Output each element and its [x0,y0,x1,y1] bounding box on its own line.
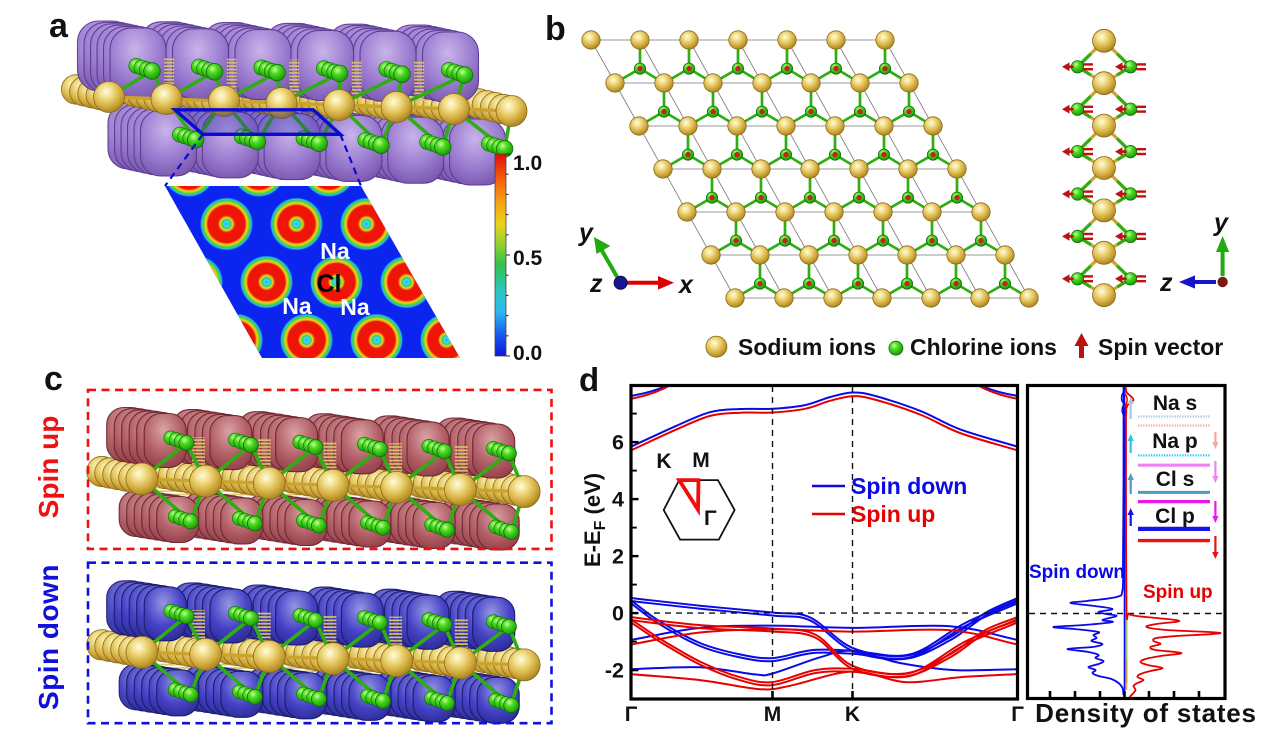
svg-text:Sodium ions: Sodium ions [738,334,876,360]
svg-text:1.0: 1.0 [513,152,542,175]
svg-text:Na: Na [282,293,312,319]
svg-text:a: a [49,7,69,45]
svg-text:K: K [656,450,671,473]
svg-text:b: b [545,10,566,48]
svg-text:Γ: Γ [1011,703,1024,726]
svg-text:Cl p: Cl p [1155,505,1195,528]
svg-text:0.5: 0.5 [513,247,543,270]
svg-text:z: z [589,270,603,298]
svg-text:Γ: Γ [625,703,638,726]
svg-text:z: z [1159,269,1173,297]
svg-text:d: d [579,361,599,398]
svg-text:Na: Na [320,238,350,264]
svg-text:Spin down: Spin down [1029,562,1125,583]
svg-text:Na s: Na s [1153,392,1197,415]
svg-text:Na p: Na p [1152,430,1198,453]
svg-text:6: 6 [612,431,624,455]
svg-text:Spin up: Spin up [851,501,935,527]
svg-text:y: y [1212,209,1229,237]
svg-text:x: x [677,271,694,299]
svg-text:4: 4 [612,488,624,512]
svg-text:Spin up: Spin up [33,416,64,519]
svg-text:-2: -2 [605,659,624,683]
svg-text:Na: Na [340,294,370,320]
svg-text:E-EF (eV): E-EF (eV) [580,473,609,567]
svg-text:M: M [764,703,782,726]
svg-text:Spin down: Spin down [33,564,64,710]
svg-text:Γ: Γ [704,507,717,530]
svg-text:0.0: 0.0 [513,342,542,365]
svg-text:M: M [692,449,710,472]
svg-text:Chlorine ions: Chlorine ions [910,334,1057,360]
svg-text:Spin up: Spin up [1143,582,1213,603]
svg-text:Spin down: Spin down [851,473,967,499]
svg-text:Cl s: Cl s [1156,468,1195,491]
svg-text:y: y [577,219,594,247]
svg-text:Density of states: Density of states [1035,698,1257,728]
svg-text:0: 0 [612,602,624,626]
svg-text:Cl: Cl [317,270,342,298]
svg-text:2: 2 [612,545,624,569]
svg-text:K: K [845,703,860,726]
svg-text:Spin vector: Spin vector [1098,334,1223,360]
svg-text:c: c [44,360,63,398]
